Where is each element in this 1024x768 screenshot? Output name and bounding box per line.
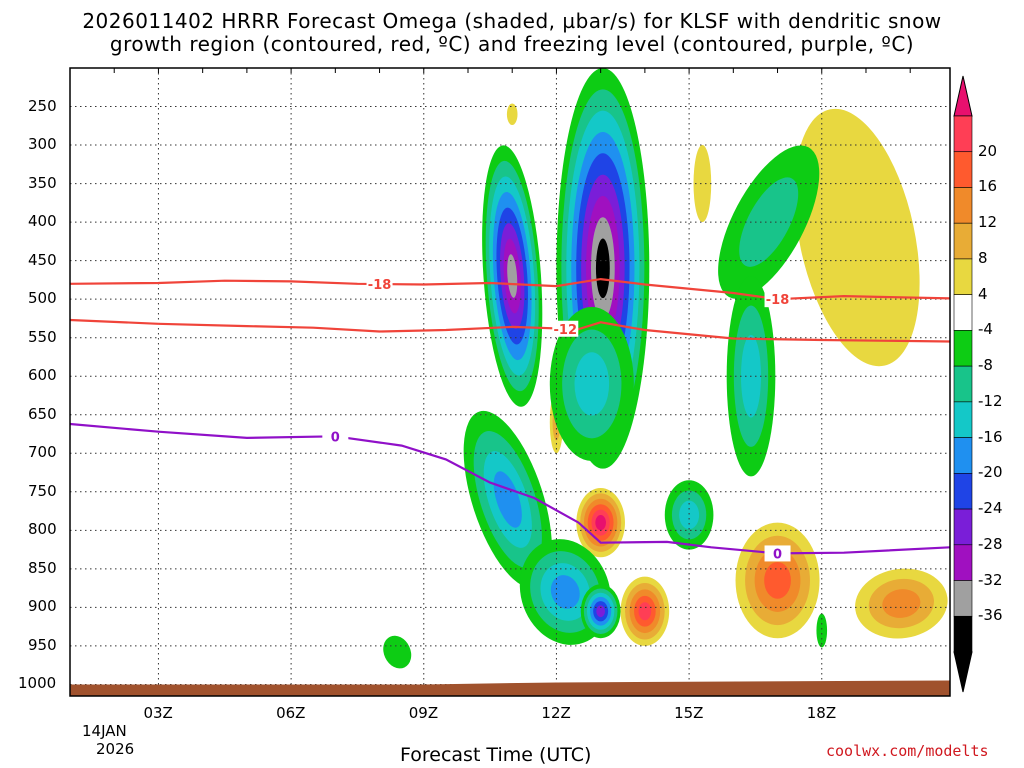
date-label-year: 2026 [96, 740, 135, 758]
credit-link[interactable]: coolwx.com/modelts [826, 742, 989, 760]
y-tick-label: 900 [28, 597, 57, 616]
contour-dgz-minus18-label: -18 [766, 293, 790, 308]
x-tick-label: 06Z [276, 704, 306, 722]
contour-dgz-minus12-label: -12 [554, 323, 578, 338]
colorbar-tick-label: 12 [978, 213, 998, 232]
omega-negative-upper-east-level-2 [739, 177, 799, 267]
colorbar-tick-label: -8 [978, 356, 993, 375]
y-tick-label: 400 [28, 212, 57, 231]
colorbar-segment [953, 508, 973, 546]
contour-freezing-level-label: 0 [773, 547, 782, 562]
y-tick-label: 850 [28, 558, 57, 577]
y-tick-label: 550 [28, 327, 57, 346]
colorbar-tick-label: -24 [978, 499, 1003, 518]
y-tick-label: 800 [28, 520, 57, 539]
colorbar-segment [953, 437, 973, 474]
contour-dgz-minus18-label: -18 [368, 278, 392, 293]
colorbar-segment [953, 544, 973, 581]
colorbar-segment [953, 258, 973, 295]
chart-title-line1: 2026011402 HRRR Forecast Omega (shaded, … [82, 9, 942, 33]
colorbar-tick-label: -36 [978, 606, 1003, 625]
y-tick-label: 1000 [18, 674, 57, 693]
contour-dgz-minus18-label-bg [764, 291, 791, 308]
y-tick-label: 500 [28, 289, 57, 308]
colorbar-arrow-top [953, 75, 973, 117]
y-tick-label: 600 [28, 366, 57, 385]
contour-dgz-minus12 [70, 318, 950, 343]
ground-surface [70, 680, 950, 696]
x-tick-label: 12Z [541, 704, 571, 722]
omega-negative-east-low-level-3 [679, 500, 700, 530]
x-axis-label: Forecast Time (UTC) [400, 744, 592, 766]
plot-frame [69, 67, 951, 697]
colorbar-tick-label: 8 [978, 248, 988, 267]
terrain-fill [70, 680, 950, 696]
x-tick-label: 03Z [143, 704, 173, 722]
omega-positive-low-east-level-4 [764, 562, 791, 599]
omega-negative-far-low-level-1 [383, 635, 412, 669]
colorbar-tick-label: -4 [978, 320, 993, 339]
omega-negative-low-core-level-6 [596, 605, 606, 618]
colorbar-tick-label: 20 [978, 141, 998, 160]
y-tick-label: 750 [28, 481, 57, 500]
y-tick-label: 650 [28, 404, 57, 423]
omega-negative-lower-level-4 [550, 575, 580, 609]
y-tick-label: 350 [28, 173, 57, 192]
date-label-day: 14JAN [82, 722, 127, 740]
contour-dgz-minus18-label-bg [366, 276, 393, 293]
contour-lines: -18 -18 -12 0 0 [70, 276, 950, 562]
contour-freezing-level [70, 422, 950, 555]
colorbar-tick-label: 4 [978, 284, 988, 303]
omega-negative-main-level-9 [595, 238, 610, 299]
colorbar-segment [953, 222, 973, 260]
contour-dgz-minus12-label-bg [552, 320, 579, 337]
colorbar-segment [953, 365, 973, 403]
omega-positive-low-mid-level-5 [638, 602, 652, 621]
omega-negative-tiny-level-1 [816, 613, 828, 648]
contour-freezing-level-label: 0 [331, 430, 340, 445]
chart-title-line2: growth region (contoured, red, ºC) and f… [109, 32, 915, 56]
y-tick-label: 450 [28, 250, 57, 269]
contour-freezing-level-label-bg [322, 428, 349, 445]
colorbar-arrow-bottom [953, 651, 973, 693]
colorbar-segment [953, 401, 973, 438]
y-tick-label: 950 [28, 635, 57, 654]
omega-positive-core-level-6 [595, 515, 606, 531]
colorbar-segment [953, 151, 973, 188]
omega-negative-west-level-8 [507, 254, 518, 298]
omega-positive-upper-east-level-1 [794, 108, 920, 367]
colorbar-tick-label: -20 [978, 463, 1003, 482]
omega-negative-main-tail-level-3 [574, 352, 610, 416]
colorbar-tick-label: -16 [978, 427, 1003, 446]
contour-freezing-level-label-bg [764, 545, 791, 562]
omega-positive-low-far-east-level-3 [882, 589, 921, 618]
x-tick-label: 15Z [674, 704, 704, 722]
colorbar [953, 75, 973, 693]
colorbar-segment [953, 115, 973, 153]
colorbar-tick-label: -32 [978, 570, 1003, 589]
omega-positive-top-level-1 [506, 103, 518, 126]
colorbar-segment [953, 615, 973, 653]
colorbar-segment [953, 580, 973, 617]
x-tick-label: 18Z [806, 704, 837, 722]
y-tick-label: 700 [28, 443, 57, 462]
colorbar-segment [953, 330, 973, 367]
colorbar-tick-label: 16 [978, 177, 998, 196]
y-tick-label: 300 [28, 135, 57, 154]
colorbar-segment [953, 187, 973, 224]
omega-shading [383, 68, 948, 669]
colorbar-segment [953, 294, 973, 331]
x-tick-label: 09Z [408, 704, 439, 722]
colorbar-tick-label: -28 [978, 534, 1003, 553]
omega-positive-upper-small-level-1 [693, 145, 712, 223]
colorbar-segment [953, 473, 973, 510]
colorbar-tick-label: -12 [978, 391, 1003, 410]
y-tick-label: 250 [28, 96, 57, 115]
